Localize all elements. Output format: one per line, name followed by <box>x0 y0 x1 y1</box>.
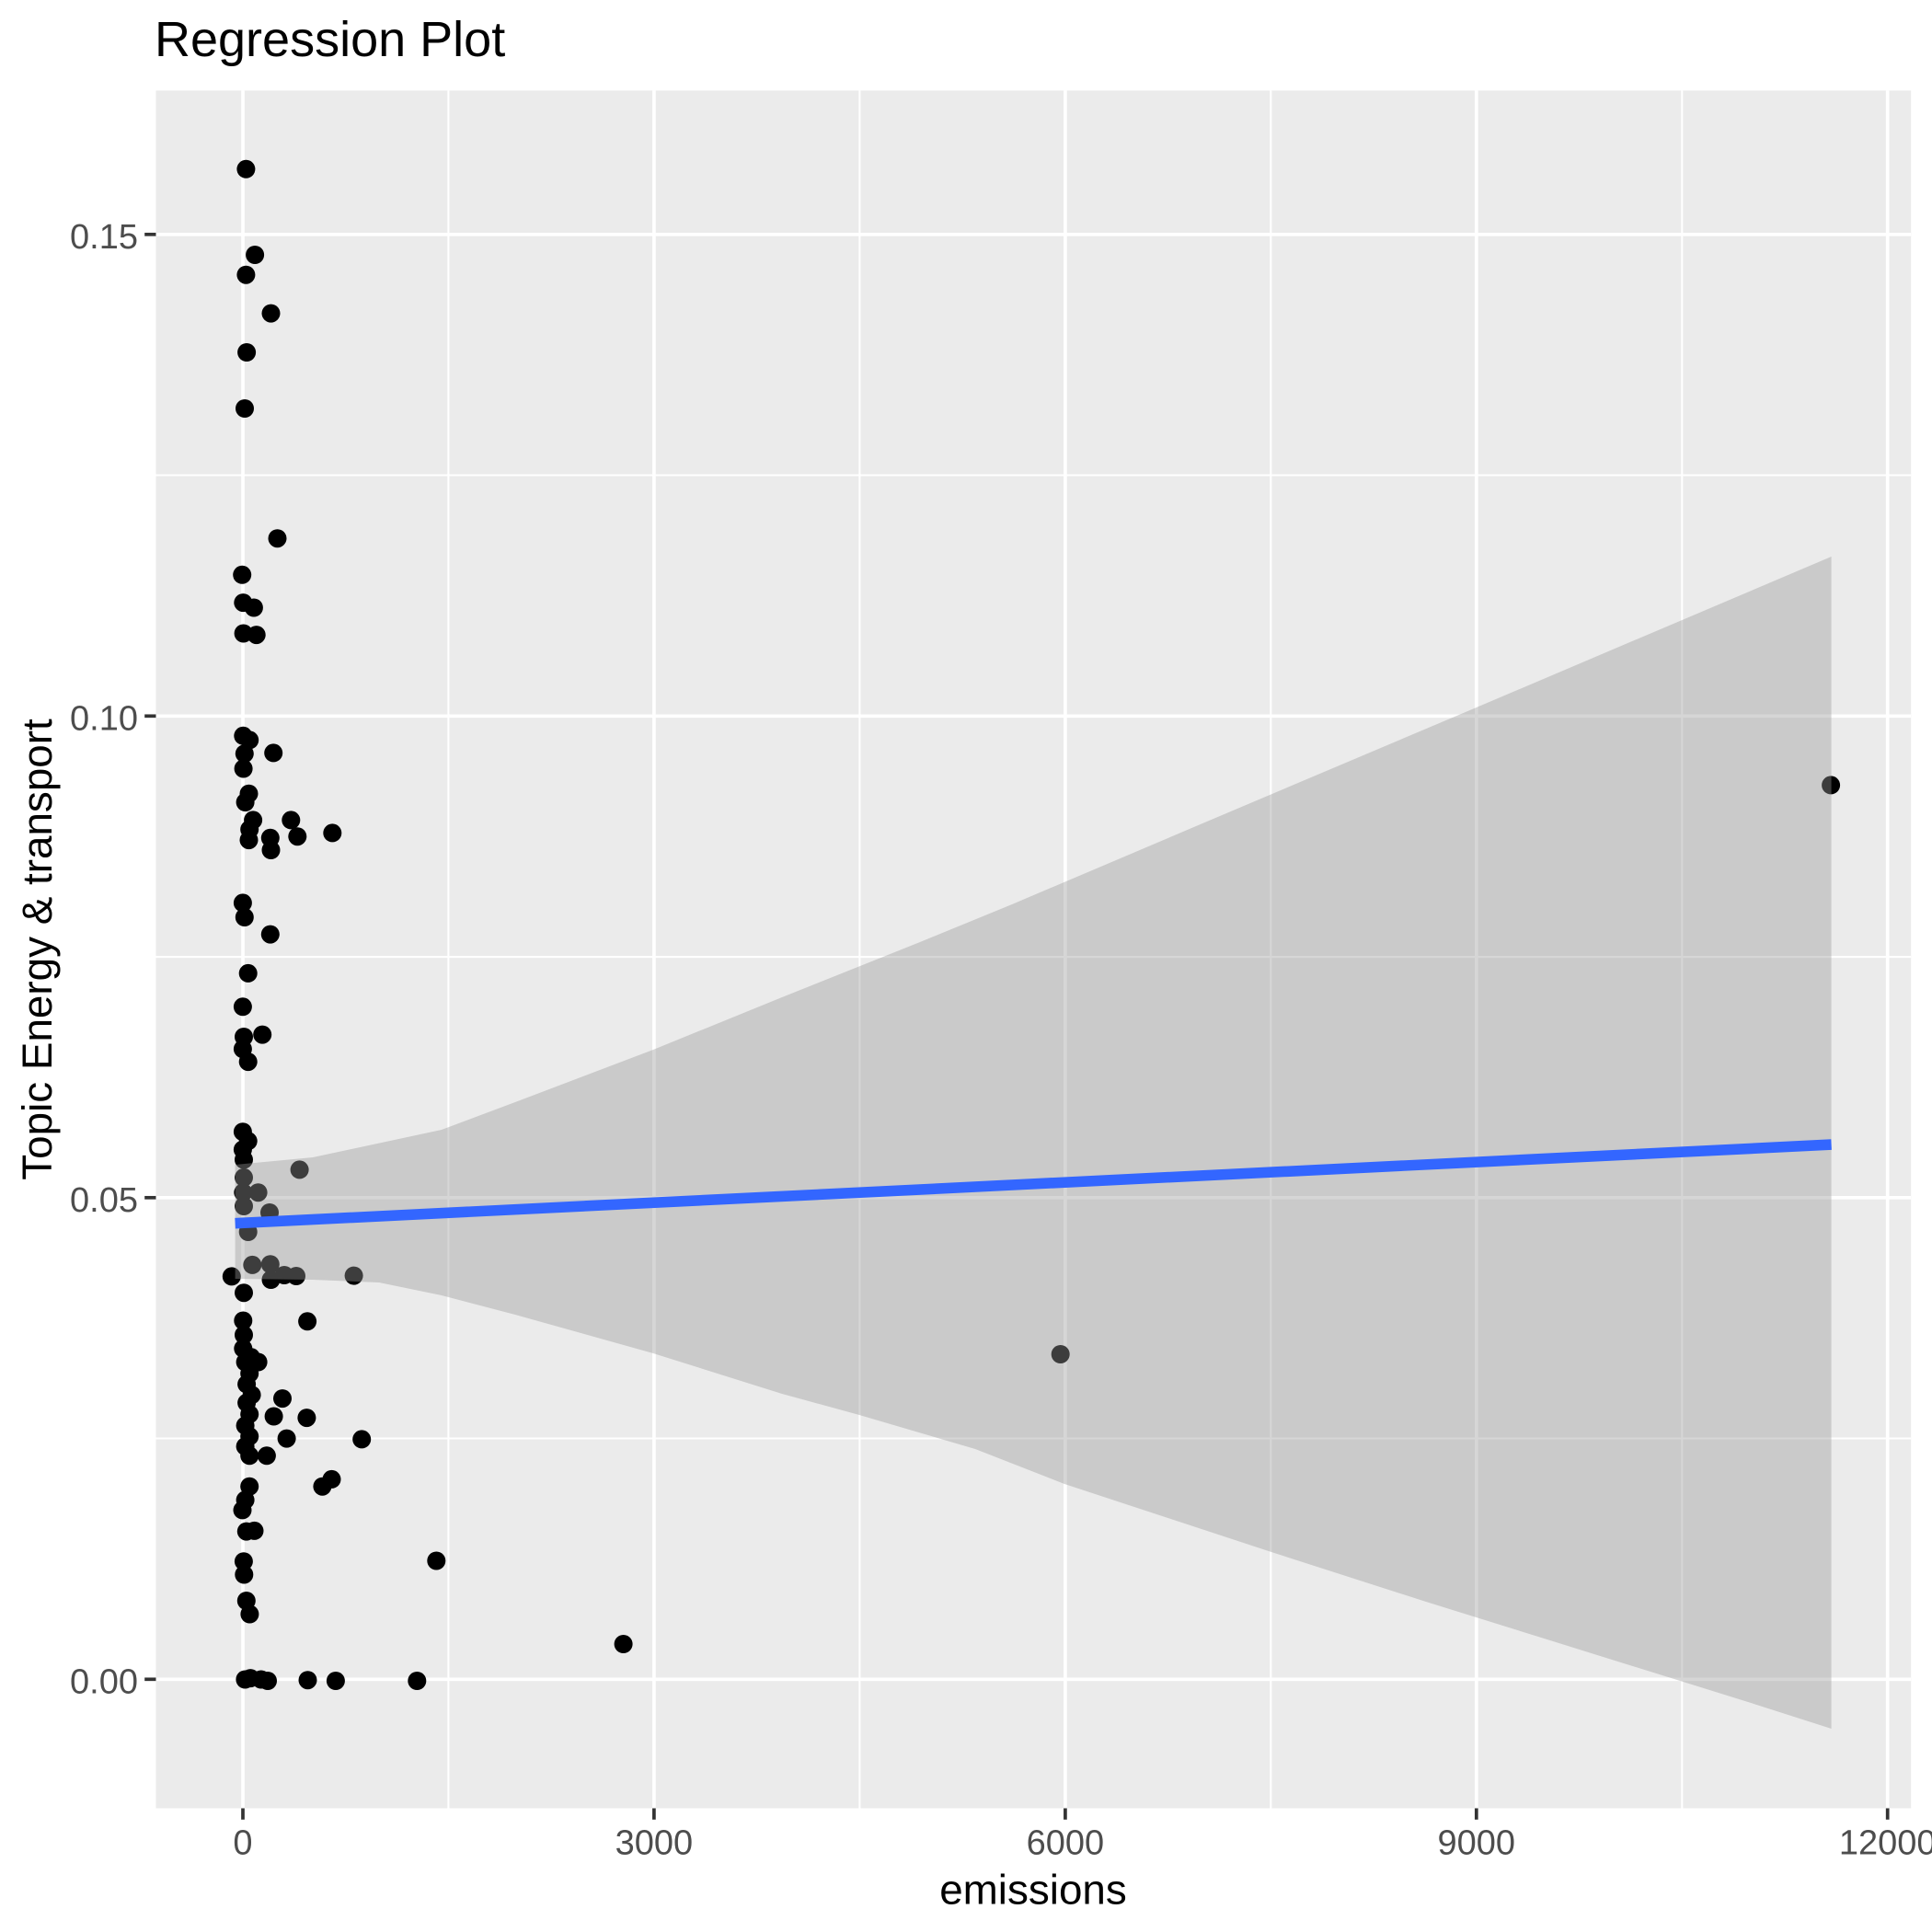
svg-text:0.05: 0.05 <box>70 1181 138 1220</box>
svg-text:3000: 3000 <box>615 1824 694 1863</box>
svg-text:Regression Plot: Regression Plot <box>155 12 505 67</box>
svg-text:Topic Energy & transport: Topic Energy & transport <box>14 719 61 1180</box>
svg-text:9000: 9000 <box>1438 1824 1516 1863</box>
svg-text:emissions: emissions <box>939 1867 1127 1914</box>
svg-text:12000: 12000 <box>1839 1824 1932 1863</box>
svg-text:6000: 6000 <box>1027 1824 1105 1863</box>
svg-text:0.10: 0.10 <box>70 699 138 738</box>
svg-text:0.15: 0.15 <box>70 218 138 257</box>
svg-text:0.00: 0.00 <box>70 1662 138 1701</box>
svg-text:0: 0 <box>233 1824 252 1863</box>
